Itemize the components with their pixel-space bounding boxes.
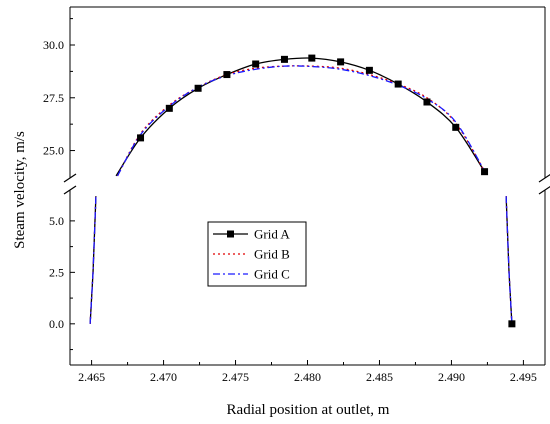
y-tick-label: 30.0	[43, 38, 64, 52]
series-grid-a-marker	[194, 84, 202, 92]
series-grid-a-marker	[481, 168, 489, 176]
y-axis-break-mark	[63, 185, 77, 195]
x-tick-label: 2.480	[294, 370, 321, 384]
right-frame-break-mark	[538, 173, 550, 183]
series-grid-c-line-lower-left	[89, 196, 97, 324]
legend-marker	[227, 230, 234, 238]
series-grid-a-marker	[423, 98, 431, 106]
y-axis-title: Steam velocity, m/s	[12, 131, 28, 249]
y-tick-label: 0.0	[49, 317, 64, 331]
series-grid-a-marker	[394, 80, 402, 88]
series-grid-a-marker	[337, 58, 345, 66]
y-tick-label: 25.0	[43, 144, 64, 158]
series-grid-a-line-upper	[115, 57, 486, 177]
series-layer	[89, 57, 513, 324]
series-grid-a-marker	[223, 71, 231, 79]
x-tick-label: 2.470	[150, 370, 177, 384]
x-tick-label: 2.465	[78, 370, 105, 384]
series-grid-a-marker	[508, 320, 516, 328]
y-tick-label: 2.5	[49, 265, 64, 279]
x-tick-label: 2.475	[222, 370, 249, 384]
y-axis-break-mark	[63, 173, 77, 183]
marker-layer	[137, 54, 516, 328]
legend: Grid A Grid B Grid C	[207, 221, 307, 287]
x-axis-title: Radial position at outlet, m	[227, 402, 390, 418]
series-grid-a-marker	[165, 104, 173, 112]
series-grid-c-line-lower-right	[505, 196, 513, 324]
series-grid-b-line-upper	[116, 65, 487, 177]
series-grid-a-marker	[280, 55, 288, 63]
series-grid-a-marker	[252, 60, 260, 68]
x-tick-label: 2.490	[438, 370, 465, 384]
x-tick-label: 2.485	[366, 370, 393, 384]
x-tick-label: 2.495	[510, 370, 537, 384]
series-grid-a-marker	[137, 134, 145, 142]
series-grid-c-line-upper	[116, 65, 487, 177]
series-grid-a-marker	[308, 54, 316, 62]
y-tick-label: 5.0	[49, 214, 64, 228]
axes-layer: 2.465 2.470 2.475 2.480 2.485 2.490 2.495 25.0 2…	[43, 6, 550, 384]
y-tick-label: 27.5	[43, 91, 64, 105]
series-grid-a-marker	[365, 66, 373, 74]
legend-label: Grid B	[254, 247, 290, 262]
series-grid-a-marker	[452, 123, 460, 131]
right-frame-break-mark	[538, 185, 550, 195]
legend-label: Grid A	[254, 227, 290, 242]
legend-label: Grid C	[254, 267, 290, 282]
